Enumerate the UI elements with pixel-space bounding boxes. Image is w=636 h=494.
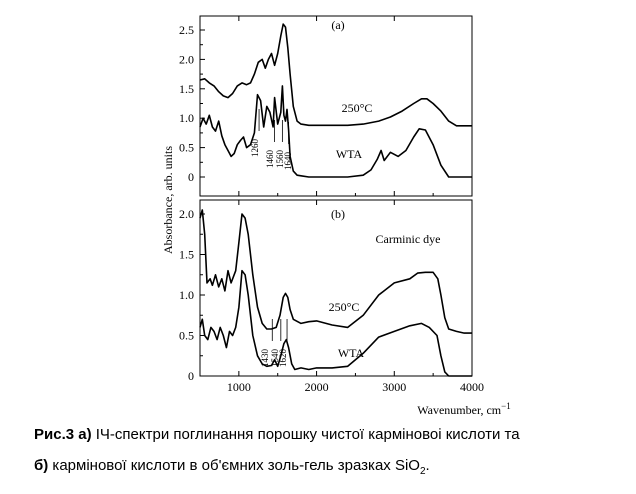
caption-end: . <box>425 457 430 474</box>
plot-frame <box>199 15 473 197</box>
y-axis-label: Absorbance, arb. units <box>161 146 175 254</box>
y-tick-label: 0 <box>188 170 194 184</box>
y-tick-label: 1.0 <box>179 288 194 302</box>
peak-annotation: 1430 <box>260 349 270 368</box>
y-tick-label: 0 <box>188 369 194 383</box>
series-line-250c <box>199 209 472 334</box>
caption-subscript: 2 <box>419 466 426 477</box>
series-label: WTA <box>336 147 363 161</box>
y-tick-label: 2.0 <box>179 52 194 66</box>
caption-bold-1: Рис.3 а) <box>34 426 92 443</box>
y-tick-label: 0.5 <box>179 141 194 155</box>
peak-annotation: 1460 <box>265 150 275 169</box>
series-label: 250°C <box>342 101 373 115</box>
x-tick-label: 1000 <box>227 380 251 394</box>
series-line-wta <box>199 85 472 178</box>
peak-annotation: 1560 <box>275 150 285 169</box>
y-tick-label: 1.0 <box>179 111 194 125</box>
plot-frame <box>199 199 473 377</box>
x-axis-label: Wavenumber, cm−1 <box>417 401 510 417</box>
x-tick-label: 2000 <box>305 380 329 394</box>
series-label: WTA <box>338 346 365 360</box>
peak-annotation: 1640 <box>283 152 293 171</box>
peak-annotation: 1260 <box>250 139 260 158</box>
figure-caption-line-1: Рис.3 а) ІЧ-спектри поглинання порошку ч… <box>34 425 624 445</box>
x-axis-label-exponent: −1 <box>501 401 511 411</box>
series-line-250c <box>199 23 472 127</box>
figure-caption-line-2: б) кармінової кислоти в об'ємних золь-ге… <box>34 456 624 482</box>
y-tick-label: 0.5 <box>179 329 194 343</box>
series-line-wta <box>199 269 472 377</box>
series-label: 250°C <box>329 300 360 314</box>
panel-b: 0 0.5 1.0 1.5 2.0 1000 2000 3000 4000 250°C WTA (b)… <box>179 199 484 394</box>
x-tick-label: 4000 <box>460 380 484 394</box>
peak-annotation: 1620 <box>278 349 288 368</box>
y-tick-label: 2.5 <box>179 23 194 37</box>
caption-bold-2: б) <box>34 457 49 474</box>
y-tick-label: 1.5 <box>179 82 194 96</box>
caption-text-1: ІЧ-спектри поглинання порошку чистої кар… <box>91 426 520 443</box>
panel-label: (b) <box>331 207 345 221</box>
panel-subtitle: Carminic dye <box>376 232 441 246</box>
panel-a: 0 0.5 1.0 1.5 2.0 2.5 250°C WTA (a) 1260 1460 15601… <box>179 15 473 197</box>
x-tick-label: 3000 <box>382 380 406 394</box>
peak-annotation: 1540 <box>270 349 280 368</box>
caption-text-2: кармінової кислоти в об'ємних золь-гель … <box>48 457 420 474</box>
panel-label: (a) <box>331 18 344 32</box>
x-axis-label-text: Wavenumber, cm <box>417 403 502 417</box>
y-tick-label: 2.0 <box>179 207 194 221</box>
y-tick-label: 1.5 <box>179 248 194 262</box>
